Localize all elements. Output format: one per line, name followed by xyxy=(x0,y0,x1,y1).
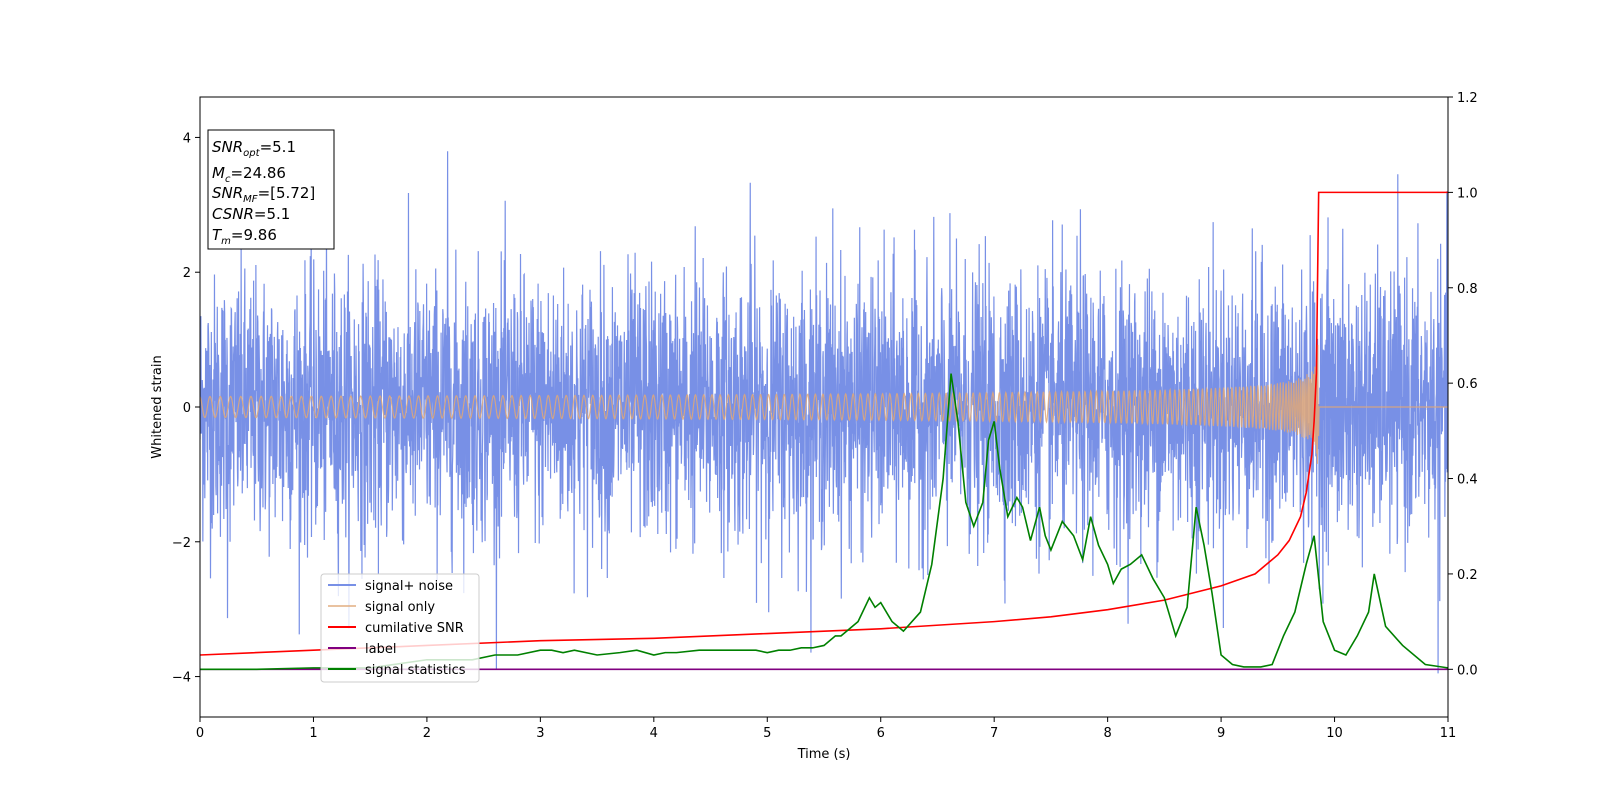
y-tick-label-left: 4 xyxy=(183,131,191,146)
y-axis-label: Whitened strain xyxy=(150,355,165,458)
x-axis: 0 1 2 3 4 5 6 7 8 9 10 11 xyxy=(196,717,1456,741)
x-tick-label: 0 xyxy=(196,726,204,741)
y-tick-label-right: 0.4 xyxy=(1457,473,1478,488)
legend-frame xyxy=(320,573,480,683)
info-line: SNRMF=[5.72] xyxy=(212,184,315,205)
y-tick-label-right: 0.8 xyxy=(1457,282,1478,297)
info-line: SNRopt=5.1 xyxy=(212,138,296,159)
y-tick-label-left: −4 xyxy=(172,671,191,686)
x-tick-label: 4 xyxy=(650,726,658,741)
legend-label: label xyxy=(365,642,396,657)
info-line: Tm=9.86 xyxy=(212,226,277,247)
series-line-signal-statistics xyxy=(200,373,1448,671)
info-line: CSNR=5.1 xyxy=(212,205,290,223)
x-tick-label: 10 xyxy=(1326,726,1343,741)
y-tick-label-right: 0.0 xyxy=(1457,663,1478,678)
x-tick-label: 11 xyxy=(1440,726,1457,741)
legend-label: signal only xyxy=(365,600,435,615)
x-tick-label: 7 xyxy=(990,726,998,741)
series-line-signal-noise xyxy=(200,151,1448,674)
x-tick-label: 1 xyxy=(309,726,317,741)
legend: signal+ noise signal only cumilative SNR la… xyxy=(320,573,480,683)
x-tick-label: 3 xyxy=(536,726,544,741)
y-tick-label-right: 0.6 xyxy=(1457,377,1478,392)
y-tick-label-right: 0.2 xyxy=(1457,568,1478,583)
y-axis-left: −4 −2 0 2 4 xyxy=(172,131,200,686)
x-tick-label: 5 xyxy=(763,726,771,741)
series-line-cumilative-snr xyxy=(200,191,1448,656)
y-tick-label-left: −2 xyxy=(172,536,191,551)
x-tick-label: 6 xyxy=(877,726,885,741)
y-axis-right: 0.0 0.2 0.4 0.6 0.8 1.0 1.2 xyxy=(1448,91,1478,678)
y-tick-label-right: 1.0 xyxy=(1457,186,1478,201)
y-tick-label-left: 2 xyxy=(183,266,191,281)
x-tick-label: 2 xyxy=(423,726,431,741)
x-axis-label: Time (s) xyxy=(797,747,851,762)
x-tick-label: 9 xyxy=(1217,726,1225,741)
x-tick-label: 8 xyxy=(1103,726,1111,741)
info-line: Mc=24.86 xyxy=(212,164,286,185)
y-tick-label-left: 0 xyxy=(183,401,191,416)
series-line-signal-only xyxy=(200,345,1448,464)
legend-label: signal statistics xyxy=(365,663,466,678)
y-tick-label-right: 1.2 xyxy=(1457,91,1478,106)
legend-label: cumilative SNR xyxy=(365,621,464,636)
legend-label: signal+ noise xyxy=(365,579,453,594)
info-box-frame xyxy=(207,129,335,250)
